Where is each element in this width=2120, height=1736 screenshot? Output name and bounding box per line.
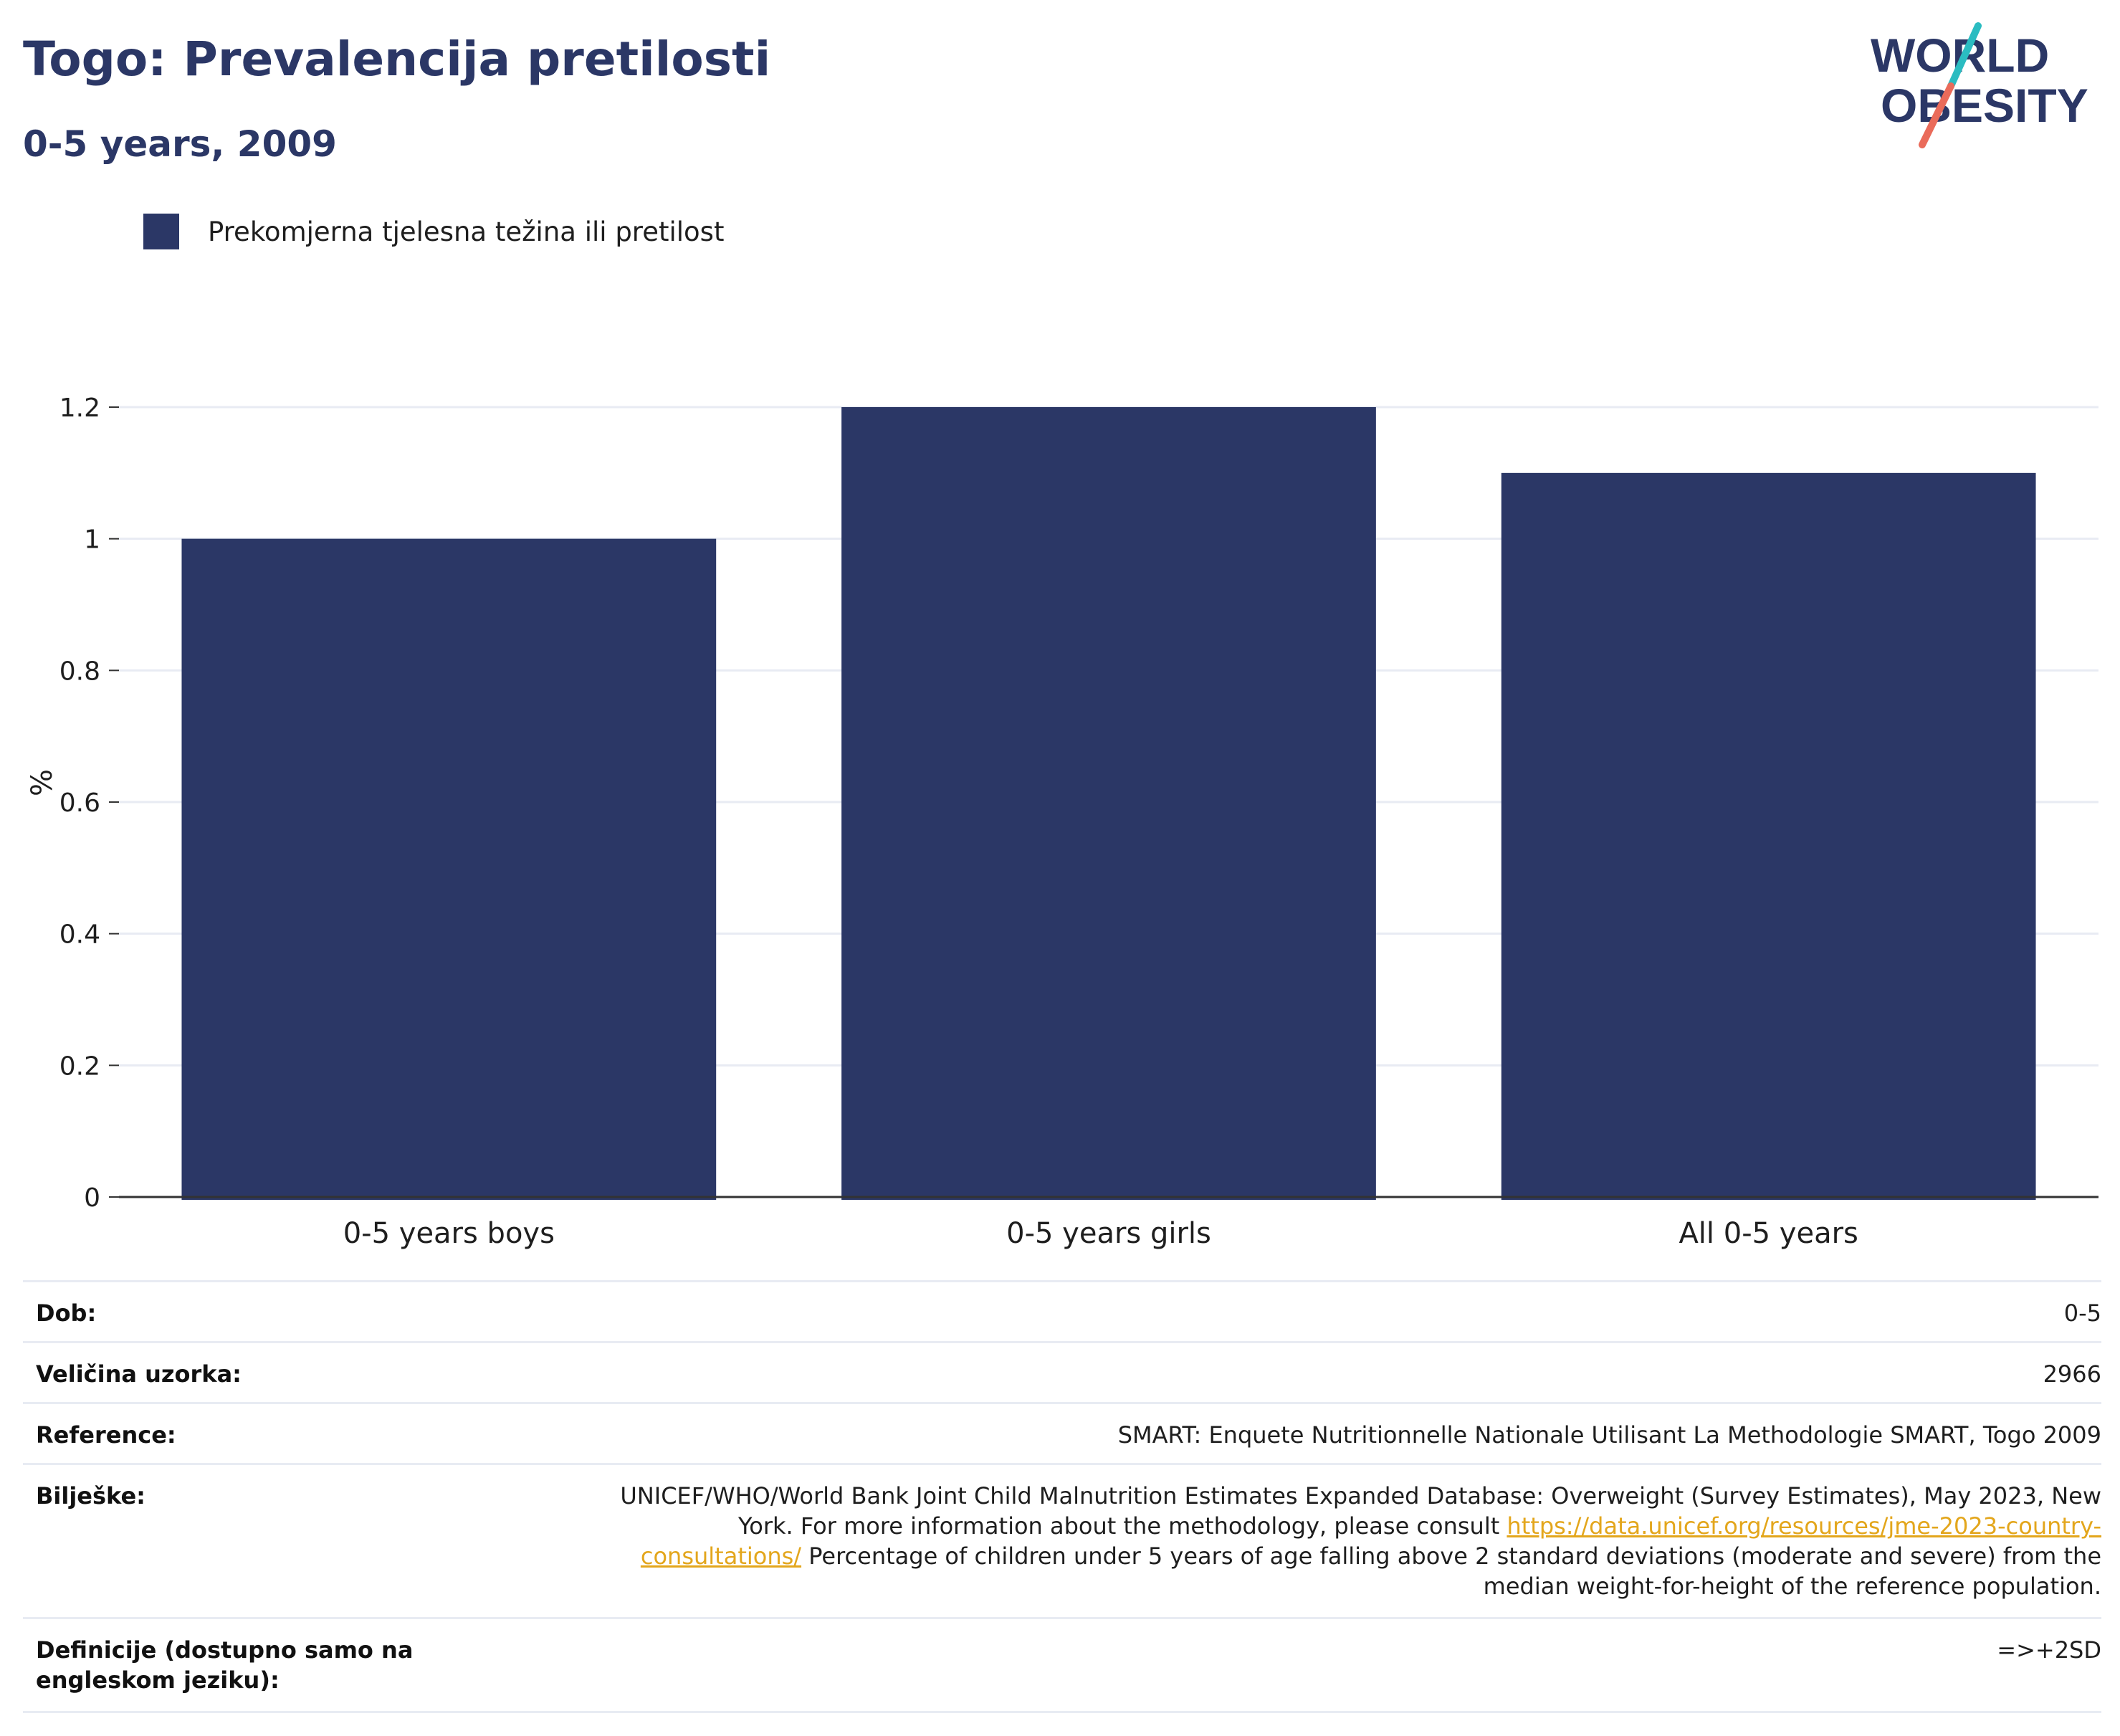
x-tick-label: All 0-5 years: [1679, 1217, 1858, 1250]
bar[interactable]: [1501, 472, 2036, 1200]
info-value-definitions: =>+2SD: [1997, 1636, 2101, 1664]
x-tick-label: 0-5 years girls: [1006, 1217, 1211, 1250]
y-tick-label: 0.6: [59, 788, 100, 818]
y-tick-label: 0.4: [59, 920, 100, 950]
info-value-reference: SMART: Enquete Nutritionnelle Nationale …: [1117, 1421, 2101, 1449]
y-axis-label: %: [26, 769, 59, 796]
info-value-notes: UNICEF/WHO/World Bank Joint Child Malnut…: [596, 1481, 2101, 1601]
info-row-age: Dob: 0-5: [23, 1280, 2101, 1341]
x-tick-label: 0-5 years boys: [343, 1217, 555, 1250]
info-row-reference: Reference: SMART: Enquete Nutritionnelle…: [23, 1402, 2101, 1463]
info-table: Dob: 0-5 Veličina uzorka: 2966 Reference…: [23, 1280, 2101, 1713]
info-value-sample-size: 2966: [2043, 1360, 2101, 1388]
chart-title: Togo: Prevalencija pretilosti: [23, 32, 771, 87]
info-label-age: Dob:: [36, 1299, 97, 1327]
legend-swatch: [143, 214, 179, 249]
bar[interactable]: [181, 538, 717, 1200]
y-tick-label: 0.2: [59, 1051, 100, 1081]
notes-text-after: Percentage of children under 5 years of …: [801, 1542, 2101, 1600]
chart-subtitle: 0-5 years, 2009: [23, 123, 337, 165]
info-row-notes: Bilješke: UNICEF/WHO/World Bank Joint Ch…: [23, 1463, 2101, 1617]
info-label-sample-size: Veličina uzorka:: [36, 1360, 242, 1388]
y-tick-label: 0: [84, 1183, 100, 1213]
world-obesity-logo: WORLD OBESITY: [1871, 22, 2088, 148]
info-value-age: 0-5: [2063, 1299, 2101, 1327]
info-row-definitions: Definicije (dostupno samo na engleskom j…: [23, 1617, 2101, 1713]
y-tick-label: 1: [84, 525, 100, 555]
y-tick-label: 0.8: [59, 657, 100, 686]
info-label-definitions: Definicije (dostupno samo na engleskom j…: [36, 1636, 414, 1694]
methodology-link[interactable]: https://data.unicef.org/resources/jme-20…: [640, 1512, 2101, 1570]
logo-slash-top: [1947, 22, 1982, 90]
bar[interactable]: [841, 407, 1376, 1200]
info-row-sample-size: Veličina uzorka: 2966: [23, 1341, 2101, 1402]
legend: Prekomjerna tjelesna težina ili pretilos…: [143, 214, 724, 249]
bar-chart: 0 0.2 0.4 0.6 0.8 1 1.2 0-5 years boys 0-5 years…: [26, 394, 2098, 1250]
y-tick-label: 1.2: [59, 394, 100, 423]
info-label-notes: Bilješke:: [36, 1482, 145, 1510]
info-label-reference: Reference:: [36, 1421, 176, 1449]
notes-text-before: UNICEF/WHO/World Bank Joint Child Malnut…: [620, 1482, 2101, 1540]
logo-line2: OBESITY: [1881, 79, 2088, 132]
bars: [181, 407, 2036, 1200]
logo-slash-bottom: [1919, 82, 1954, 148]
axes: 0 0.2 0.4 0.6 0.8 1 1.2 0-5 years boys 0-5 years…: [59, 394, 2098, 1250]
legend-label: Prekomjerna tjelesna težina ili pretilos…: [208, 216, 725, 247]
